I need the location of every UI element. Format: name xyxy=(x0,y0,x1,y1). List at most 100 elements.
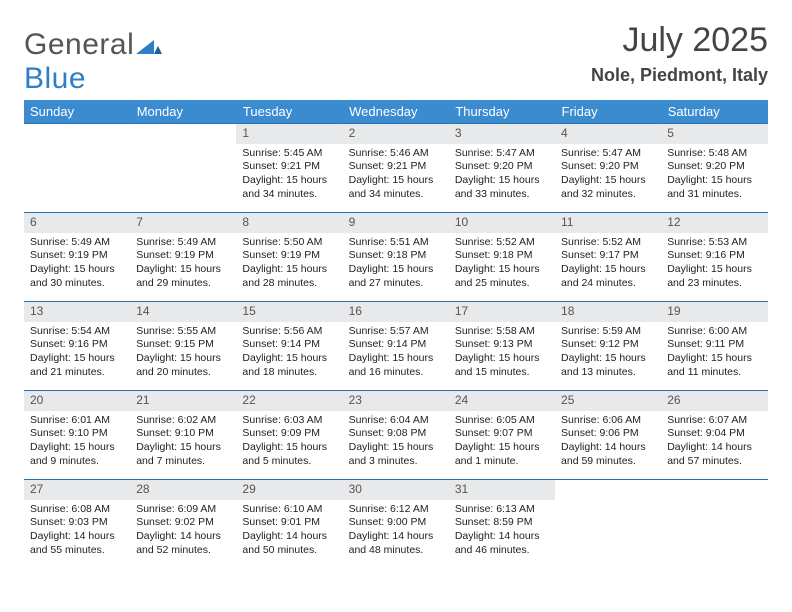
day-body: Sunrise: 5:52 AMSunset: 9:18 PMDaylight:… xyxy=(449,233,555,295)
day-body: Sunrise: 6:03 AMSunset: 9:09 PMDaylight:… xyxy=(236,411,342,473)
sunrise-text: Sunrise: 5:55 AM xyxy=(136,325,230,339)
calendar-day-cell: 20Sunrise: 6:01 AMSunset: 9:10 PMDayligh… xyxy=(24,391,130,480)
day-number: 27 xyxy=(24,480,130,500)
sunset-text: Sunset: 9:07 PM xyxy=(455,427,549,441)
weekday-header: Monday xyxy=(130,100,236,124)
calendar-week-row: 20Sunrise: 6:01 AMSunset: 9:10 PMDayligh… xyxy=(24,391,768,480)
daylight-text: Daylight: 15 hours and 11 minutes. xyxy=(667,352,761,379)
sunset-text: Sunset: 9:14 PM xyxy=(349,338,443,352)
day-number: 10 xyxy=(449,213,555,233)
sunrise-text: Sunrise: 5:58 AM xyxy=(455,325,549,339)
day-body: Sunrise: 5:55 AMSunset: 9:15 PMDaylight:… xyxy=(130,322,236,384)
calendar-day-cell: 14Sunrise: 5:55 AMSunset: 9:15 PMDayligh… xyxy=(130,302,236,391)
sunset-text: Sunset: 9:16 PM xyxy=(30,338,124,352)
calendar-day-cell: 8Sunrise: 5:50 AMSunset: 9:19 PMDaylight… xyxy=(236,213,342,302)
day-body: Sunrise: 6:13 AMSunset: 8:59 PMDaylight:… xyxy=(449,500,555,562)
calendar-day-cell: 13Sunrise: 5:54 AMSunset: 9:16 PMDayligh… xyxy=(24,302,130,391)
sunrise-text: Sunrise: 6:09 AM xyxy=(136,503,230,517)
day-body: Sunrise: 6:12 AMSunset: 9:00 PMDaylight:… xyxy=(343,500,449,562)
day-body: Sunrise: 6:06 AMSunset: 9:06 PMDaylight:… xyxy=(555,411,661,473)
calendar-day-cell: 28Sunrise: 6:09 AMSunset: 9:02 PMDayligh… xyxy=(130,480,236,569)
weekday-header: Wednesday xyxy=(343,100,449,124)
day-number: 24 xyxy=(449,391,555,411)
calendar-day-cell: 9Sunrise: 5:51 AMSunset: 9:18 PMDaylight… xyxy=(343,213,449,302)
daylight-text: Daylight: 15 hours and 31 minutes. xyxy=(667,174,761,201)
sunrise-text: Sunrise: 5:54 AM xyxy=(30,325,124,339)
daylight-text: Daylight: 14 hours and 57 minutes. xyxy=(667,441,761,468)
page-header: General Blue July 2025 Nole, Piedmont, I… xyxy=(24,20,768,100)
daylight-text: Daylight: 15 hours and 3 minutes. xyxy=(349,441,443,468)
day-body: Sunrise: 6:07 AMSunset: 9:04 PMDaylight:… xyxy=(661,411,767,473)
daylight-text: Daylight: 15 hours and 34 minutes. xyxy=(242,174,336,201)
sunset-text: Sunset: 9:20 PM xyxy=(667,160,761,174)
sunset-text: Sunset: 9:19 PM xyxy=(30,249,124,263)
day-number: 5 xyxy=(661,124,767,144)
calendar-day-cell: 26Sunrise: 6:07 AMSunset: 9:04 PMDayligh… xyxy=(661,391,767,480)
calendar-table: SundayMondayTuesdayWednesdayThursdayFrid… xyxy=(24,100,768,568)
day-number: 31 xyxy=(449,480,555,500)
daylight-text: Daylight: 14 hours and 52 minutes. xyxy=(136,530,230,557)
sunrise-text: Sunrise: 5:48 AM xyxy=(667,147,761,161)
day-number: 4 xyxy=(555,124,661,144)
day-number: 9 xyxy=(343,213,449,233)
calendar-day-cell: 18Sunrise: 5:59 AMSunset: 9:12 PMDayligh… xyxy=(555,302,661,391)
calendar-day-cell: 11Sunrise: 5:52 AMSunset: 9:17 PMDayligh… xyxy=(555,213,661,302)
daylight-text: Daylight: 15 hours and 27 minutes. xyxy=(349,263,443,290)
calendar-day-cell: 7Sunrise: 5:49 AMSunset: 9:19 PMDaylight… xyxy=(130,213,236,302)
sunset-text: Sunset: 9:03 PM xyxy=(30,516,124,530)
daylight-text: Daylight: 15 hours and 7 minutes. xyxy=(136,441,230,468)
calendar-day-cell: 31Sunrise: 6:13 AMSunset: 8:59 PMDayligh… xyxy=(449,480,555,569)
daylight-text: Daylight: 15 hours and 23 minutes. xyxy=(667,263,761,290)
day-body: Sunrise: 5:49 AMSunset: 9:19 PMDaylight:… xyxy=(24,233,130,295)
day-number: 17 xyxy=(449,302,555,322)
daylight-text: Daylight: 15 hours and 16 minutes. xyxy=(349,352,443,379)
day-number: 15 xyxy=(236,302,342,322)
calendar-week-row: 1Sunrise: 5:45 AMSunset: 9:21 PMDaylight… xyxy=(24,124,768,213)
day-body: Sunrise: 5:46 AMSunset: 9:21 PMDaylight:… xyxy=(343,144,449,206)
calendar-day-cell: 25Sunrise: 6:06 AMSunset: 9:06 PMDayligh… xyxy=(555,391,661,480)
calendar-week-row: 27Sunrise: 6:08 AMSunset: 9:03 PMDayligh… xyxy=(24,480,768,569)
sunset-text: Sunset: 9:21 PM xyxy=(349,160,443,174)
sunset-text: Sunset: 9:18 PM xyxy=(349,249,443,263)
sunset-text: Sunset: 9:20 PM xyxy=(561,160,655,174)
sunrise-text: Sunrise: 6:10 AM xyxy=(242,503,336,517)
calendar-day-cell: 30Sunrise: 6:12 AMSunset: 9:00 PMDayligh… xyxy=(343,480,449,569)
daylight-text: Daylight: 15 hours and 29 minutes. xyxy=(136,263,230,290)
day-body: Sunrise: 5:56 AMSunset: 9:14 PMDaylight:… xyxy=(236,322,342,384)
sunrise-text: Sunrise: 5:46 AM xyxy=(349,147,443,161)
day-number: 28 xyxy=(130,480,236,500)
sunrise-text: Sunrise: 6:01 AM xyxy=(30,414,124,428)
daylight-text: Daylight: 15 hours and 32 minutes. xyxy=(561,174,655,201)
calendar-day-cell: 2Sunrise: 5:46 AMSunset: 9:21 PMDaylight… xyxy=(343,124,449,213)
weekday-header: Saturday xyxy=(661,100,767,124)
sunrise-text: Sunrise: 5:47 AM xyxy=(561,147,655,161)
daylight-text: Daylight: 14 hours and 48 minutes. xyxy=(349,530,443,557)
brand-part1: General xyxy=(24,28,134,61)
day-number: 2 xyxy=(343,124,449,144)
sunrise-text: Sunrise: 5:49 AM xyxy=(30,236,124,250)
weekday-header: Thursday xyxy=(449,100,555,124)
sunset-text: Sunset: 9:12 PM xyxy=(561,338,655,352)
day-body: Sunrise: 6:08 AMSunset: 9:03 PMDaylight:… xyxy=(24,500,130,562)
weekday-header: Tuesday xyxy=(236,100,342,124)
day-number: 18 xyxy=(555,302,661,322)
day-body: Sunrise: 6:00 AMSunset: 9:11 PMDaylight:… xyxy=(661,322,767,384)
day-body: Sunrise: 5:48 AMSunset: 9:20 PMDaylight:… xyxy=(661,144,767,206)
day-number: 8 xyxy=(236,213,342,233)
sunrise-text: Sunrise: 5:52 AM xyxy=(455,236,549,250)
sunrise-text: Sunrise: 6:03 AM xyxy=(242,414,336,428)
day-body: Sunrise: 6:01 AMSunset: 9:10 PMDaylight:… xyxy=(24,411,130,473)
location-label: Nole, Piedmont, Italy xyxy=(591,65,768,86)
brand-logo: General Blue xyxy=(24,20,162,96)
sunset-text: Sunset: 8:59 PM xyxy=(455,516,549,530)
sunset-text: Sunset: 9:17 PM xyxy=(561,249,655,263)
calendar-day-cell: 15Sunrise: 5:56 AMSunset: 9:14 PMDayligh… xyxy=(236,302,342,391)
calendar-day-cell: 22Sunrise: 6:03 AMSunset: 9:09 PMDayligh… xyxy=(236,391,342,480)
day-body: Sunrise: 5:49 AMSunset: 9:19 PMDaylight:… xyxy=(130,233,236,295)
day-number: 30 xyxy=(343,480,449,500)
sunrise-text: Sunrise: 6:08 AM xyxy=(30,503,124,517)
day-body: Sunrise: 5:59 AMSunset: 9:12 PMDaylight:… xyxy=(555,322,661,384)
daylight-text: Daylight: 15 hours and 24 minutes. xyxy=(561,263,655,290)
daylight-text: Daylight: 14 hours and 50 minutes. xyxy=(242,530,336,557)
weekday-row: SundayMondayTuesdayWednesdayThursdayFrid… xyxy=(24,100,768,124)
